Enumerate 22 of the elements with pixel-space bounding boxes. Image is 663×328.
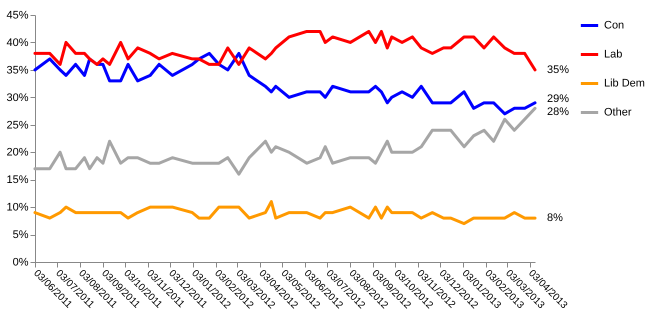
legend-label: Con bbox=[604, 20, 624, 32]
legend-label: Lab bbox=[604, 48, 622, 60]
data-label: 28% bbox=[547, 106, 570, 118]
line-series bbox=[34, 200, 536, 226]
legend-label: Lib Dem bbox=[604, 78, 645, 90]
line-series bbox=[34, 52, 536, 116]
y-tick-label: 25% bbox=[6, 119, 29, 132]
line-series bbox=[34, 106, 536, 176]
data-label: 29% bbox=[547, 93, 570, 106]
y-tick-label: 30% bbox=[6, 92, 29, 104]
line-series bbox=[34, 30, 536, 72]
y-tick-label: 0% bbox=[12, 256, 29, 268]
data-label: 35% bbox=[547, 64, 570, 76]
y-tick-label: 40% bbox=[6, 36, 29, 49]
legend-label: Other bbox=[604, 106, 632, 118]
y-tick-label: 45% bbox=[6, 10, 29, 22]
y-tick-label: 10% bbox=[6, 202, 29, 214]
y-tick-label: 35% bbox=[6, 64, 29, 76]
y-tick-label: 20% bbox=[6, 146, 29, 159]
y-tick-label: 5% bbox=[12, 229, 29, 242]
y-tick-label: 15% bbox=[6, 174, 29, 186]
data-label: 8% bbox=[547, 212, 564, 224]
